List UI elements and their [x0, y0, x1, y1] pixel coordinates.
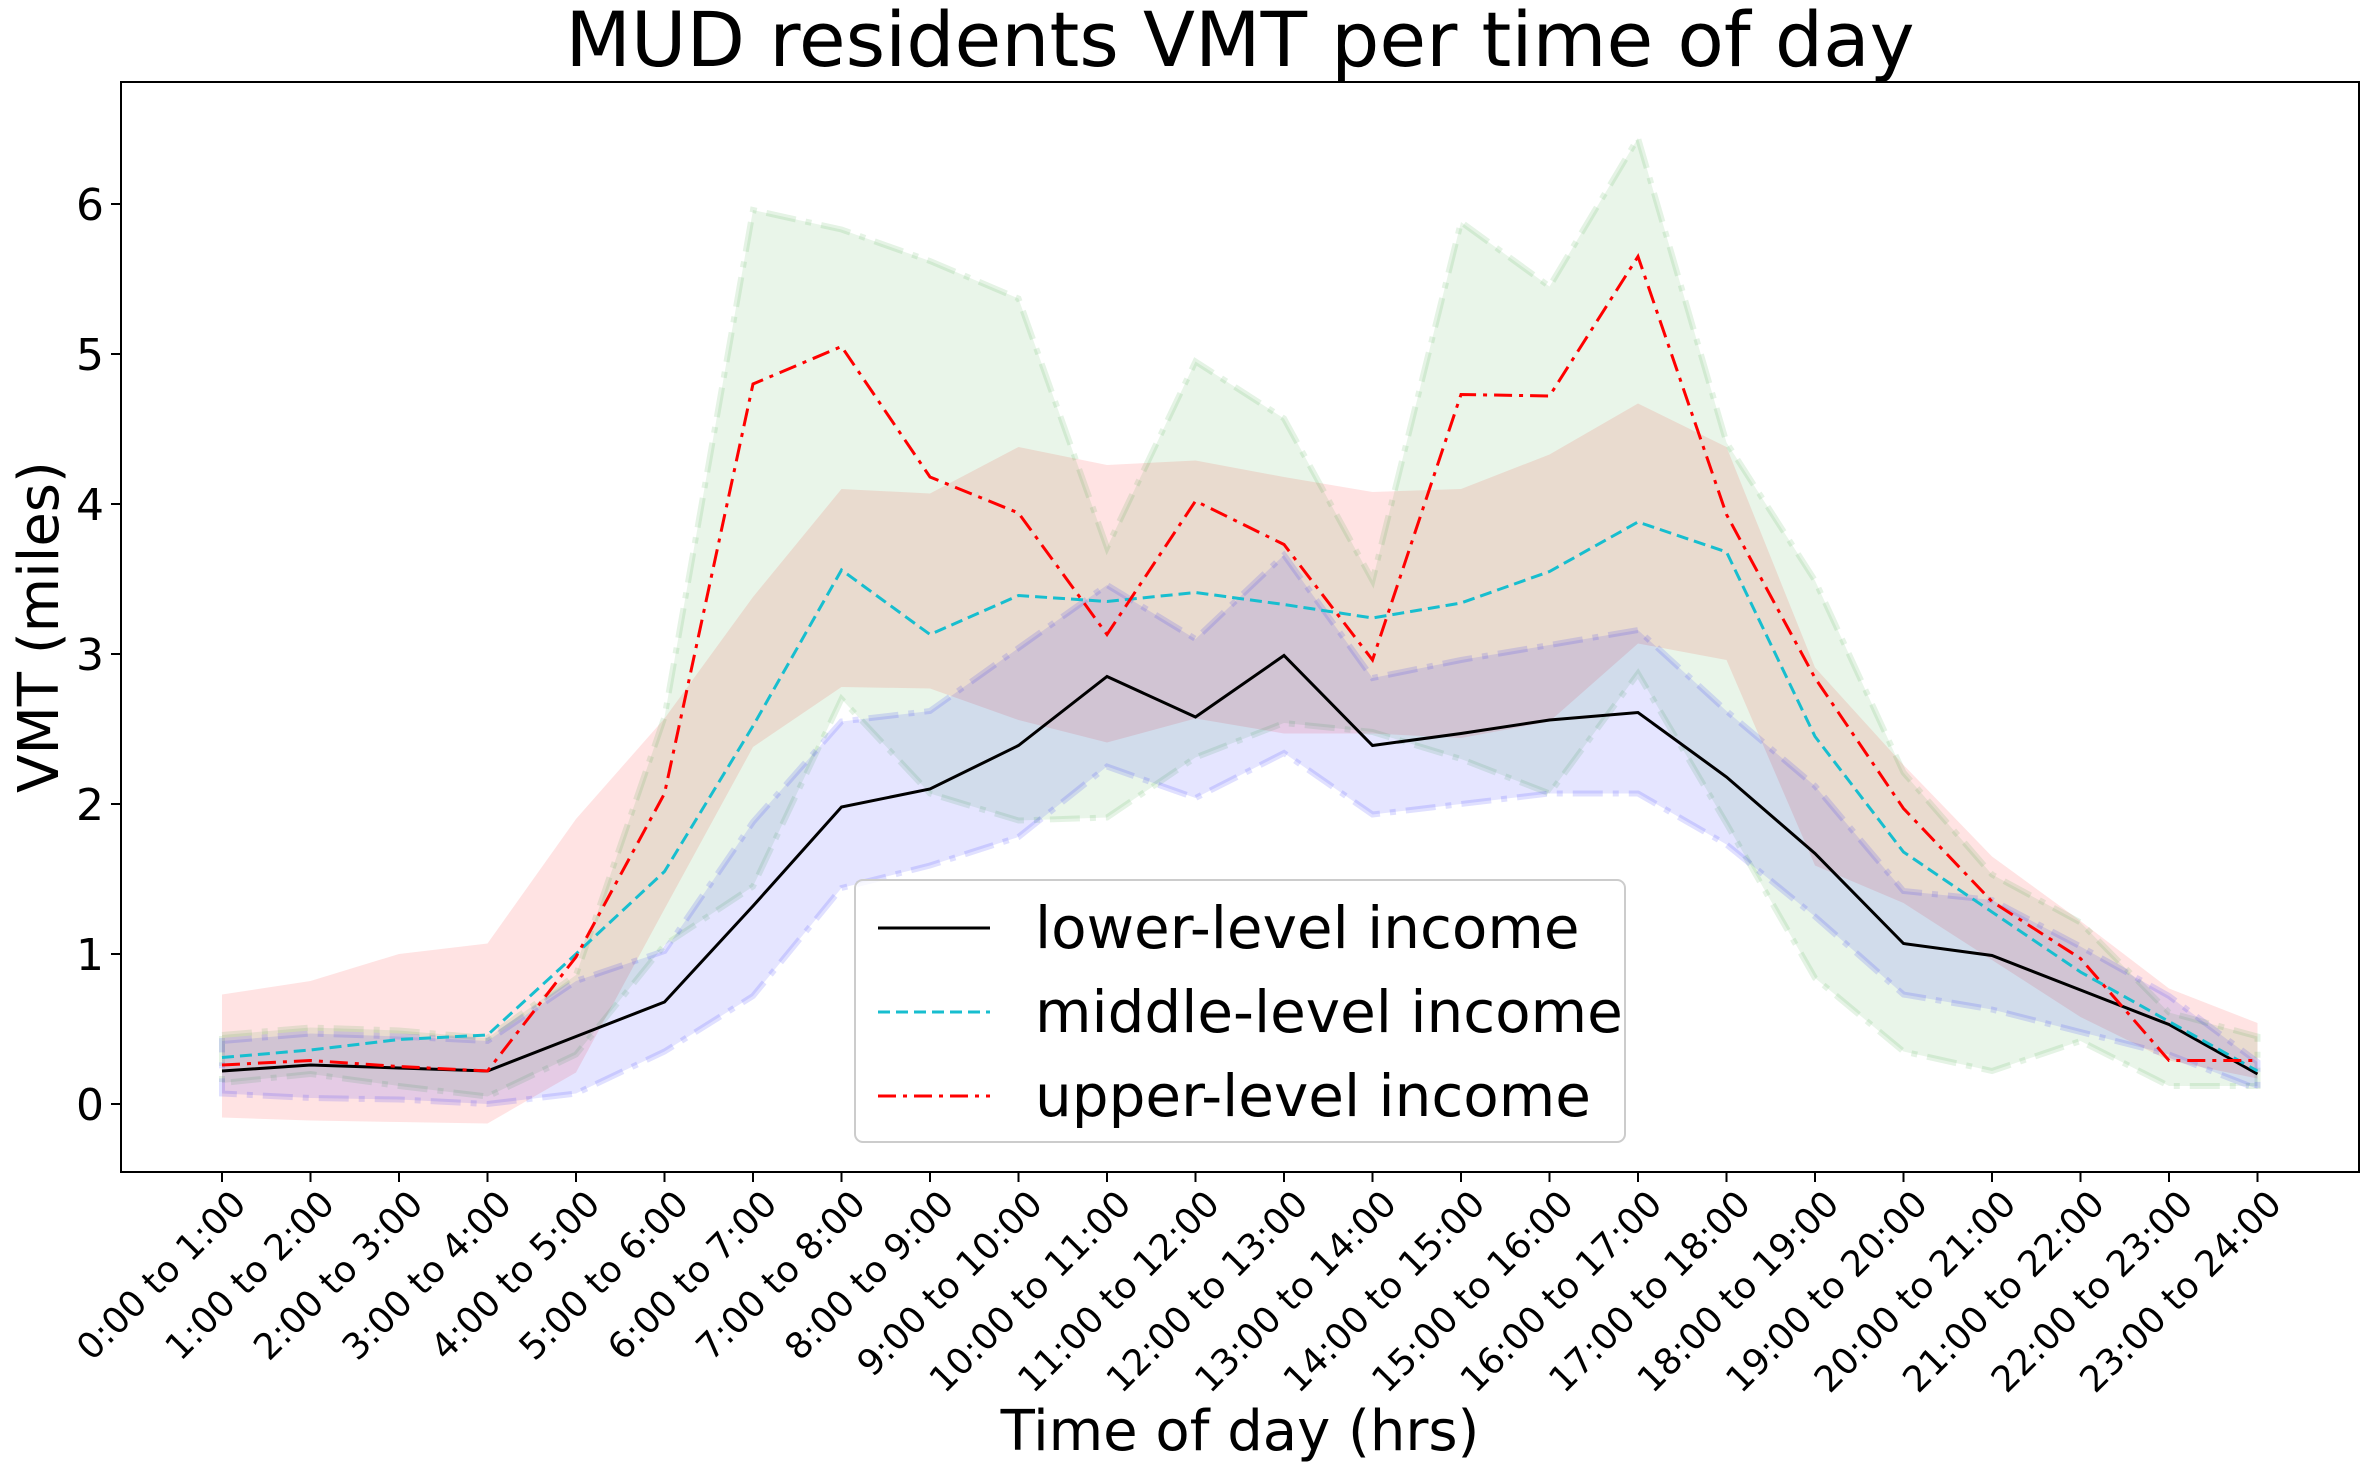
- x-axis-ticks: 0:00 to 1:001:00 to 2:002:00 to 3:003:00…: [69, 1172, 2290, 1401]
- line-lower-level-income: [221, 653, 2259, 1076]
- y-tick-label: 0: [76, 1080, 104, 1131]
- y-tick-label: 5: [76, 330, 104, 381]
- y-tick-label: 4: [76, 480, 104, 531]
- y-tick-label: 1: [76, 930, 104, 981]
- band-lower-level-income: [219, 550, 2261, 1108]
- legend-label-middle-level-income: middle-level income: [1035, 978, 1623, 1046]
- line-upper-level-income: [221, 253, 2258, 1073]
- y-tick-label: 6: [76, 180, 104, 231]
- legend-box: [854, 879, 1626, 1143]
- y-tick-label: 2: [76, 780, 104, 831]
- confidence-bands: [219, 130, 2261, 1124]
- legend-label-upper-level-income: upper-level income: [1035, 1062, 1591, 1130]
- y-tick-label: 3: [76, 630, 104, 681]
- band-middle-level-income: [219, 130, 2261, 1100]
- series-lines: [221, 253, 2259, 1076]
- line-middle-level-income: [221, 520, 2259, 1073]
- plot-frame: [120, 81, 2360, 1173]
- y-axis-ticks: 0 1 2 3 4 5 6: [76, 180, 121, 1131]
- band-upper-level-income: [222, 403, 2258, 1124]
- chart-title: MUD residents VMT per time of day: [565, 0, 1914, 84]
- legend: lower-level income middle-level income upp…: [854, 879, 1626, 1143]
- y-axis-label: VMT (miles): [7, 461, 72, 793]
- legend-label-lower-level-income: lower-level income: [1035, 894, 1580, 962]
- x-axis-label: Time of day (hrs): [1000, 1399, 1480, 1464]
